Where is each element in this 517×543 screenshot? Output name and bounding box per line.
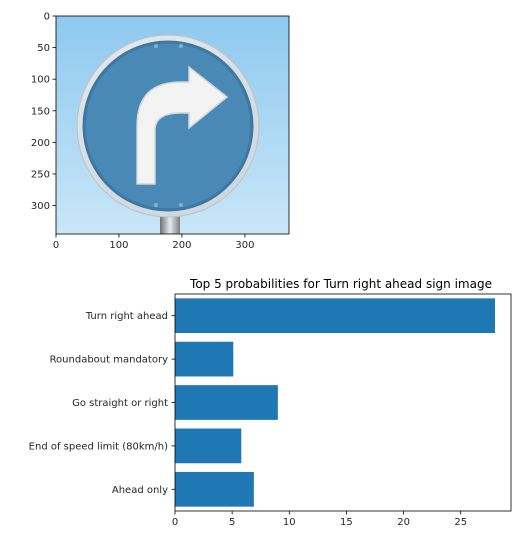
image-x-tick-label: 0 [53, 240, 59, 251]
image-y-tick-label: 150 [31, 106, 50, 117]
sign-image-axes: 0 100 200 300 0 50 100 150 200 250 300 [31, 12, 290, 251]
bar-category-label: Ahead only [112, 485, 168, 496]
bar-x-tick-label: 25 [454, 517, 467, 528]
bar-category-label: End of speed limit (80km/h) [29, 441, 168, 452]
bar-category-label: Turn right ahead [85, 311, 168, 322]
bar [175, 298, 495, 334]
rivet [179, 44, 183, 48]
bar-x-ticks: 0 5 10 15 20 25 [172, 511, 467, 528]
image-x-tick-label: 100 [109, 240, 128, 251]
bar-category-label: Roundabout mandatory [50, 355, 169, 366]
image-y-tick-label: 200 [31, 138, 50, 149]
bar [175, 428, 242, 464]
rivet [154, 203, 158, 207]
bar-x-tick-label: 20 [397, 517, 410, 528]
bar [175, 471, 254, 507]
bar-chart-axes: Top 5 probabilities for Turn right ahead… [29, 277, 512, 528]
bar [175, 385, 278, 420]
bar-x-tick-label: 0 [172, 517, 178, 528]
image-x-tick-label: 300 [235, 240, 254, 251]
image-y-tick-label: 300 [31, 201, 50, 212]
image-y-tick-label: 100 [31, 75, 50, 86]
rivet [179, 203, 183, 207]
image-y-ticks: 0 50 100 150 200 250 300 [31, 12, 56, 212]
image-y-tick-label: 250 [31, 169, 50, 180]
bar-x-tick-label: 15 [340, 517, 353, 528]
sign-face-shade [82, 40, 254, 212]
bar-y-ticks: Turn right ahead Roundabout mandatory Go s… [29, 311, 175, 496]
bar-category-label: Go straight or right [72, 398, 168, 409]
image-x-ticks: 0 100 200 300 [53, 234, 254, 251]
bars [175, 298, 495, 507]
bar-x-tick-label: 10 [283, 517, 296, 528]
bar-x-tick-label: 5 [229, 517, 235, 528]
image-x-tick-label: 200 [172, 240, 191, 251]
image-axes-frame [55, 15, 290, 235]
bar [175, 341, 234, 377]
image-y-tick-label: 50 [37, 43, 50, 54]
bar-chart-title: Top 5 probabilities for Turn right ahead… [189, 277, 492, 291]
image-y-tick-label: 0 [44, 12, 50, 23]
rivet [154, 44, 158, 48]
arrow-turn-right-icon [136, 65, 229, 185]
